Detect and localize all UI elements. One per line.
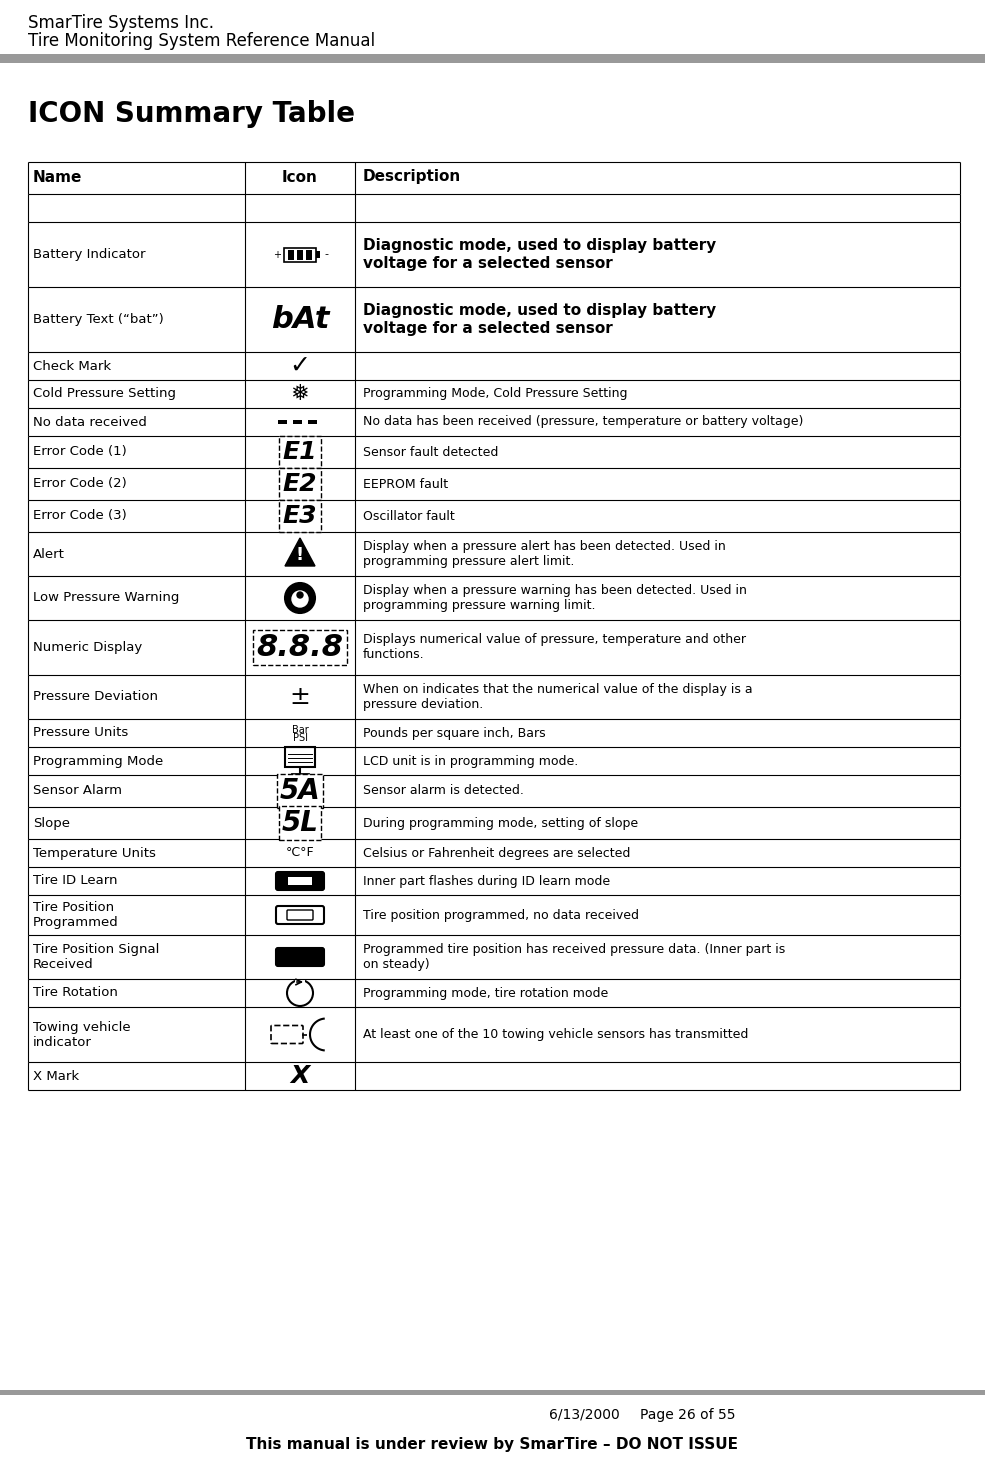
Text: ❅: ❅: [291, 384, 309, 403]
Text: 6/13/2000: 6/13/2000: [550, 1408, 620, 1422]
Text: Display when a pressure alert has been detected. Used in
programming pressure al: Display when a pressure alert has been d…: [363, 540, 726, 568]
Text: Diagnostic mode, used to display battery
voltage for a selected sensor: Diagnostic mode, used to display battery…: [363, 238, 716, 271]
Bar: [295, 977, 305, 984]
Bar: [288, 249, 294, 260]
Circle shape: [285, 582, 315, 613]
Text: E1: E1: [283, 440, 317, 464]
Text: Pounds per square inch, Bars: Pounds per square inch, Bars: [363, 726, 546, 739]
Text: Battery Indicator: Battery Indicator: [33, 248, 146, 261]
Text: EEPROM fault: EEPROM fault: [363, 477, 448, 490]
Text: -: -: [324, 249, 328, 260]
Text: Numeric Display: Numeric Display: [33, 641, 142, 654]
Text: Error Code (1): Error Code (1): [33, 446, 127, 459]
Text: Check Mark: Check Mark: [33, 359, 111, 373]
Text: ✓: ✓: [290, 354, 310, 378]
Text: Alert: Alert: [33, 547, 65, 560]
Text: E2: E2: [283, 472, 317, 496]
Text: E3: E3: [283, 505, 317, 528]
Text: Temperature Units: Temperature Units: [33, 846, 156, 860]
Text: Error Code (3): Error Code (3): [33, 509, 127, 522]
FancyBboxPatch shape: [287, 952, 313, 962]
Text: Sensor alarm is detected.: Sensor alarm is detected.: [363, 785, 524, 798]
Text: Tire ID Learn: Tire ID Learn: [33, 874, 117, 888]
Text: Displays numerical value of pressure, temperature and other
functions.: Displays numerical value of pressure, te…: [363, 634, 746, 662]
Text: No data received: No data received: [33, 415, 147, 428]
Circle shape: [297, 593, 303, 599]
FancyBboxPatch shape: [276, 871, 324, 890]
Text: Error Code (2): Error Code (2): [33, 477, 127, 490]
Bar: [306, 249, 312, 260]
Text: ±: ±: [290, 685, 310, 709]
Text: Name: Name: [33, 170, 83, 185]
Text: Tire Position
Programmed: Tire Position Programmed: [33, 901, 119, 929]
Text: Pressure Deviation: Pressure Deviation: [33, 691, 158, 704]
Bar: [0, 54, 985, 63]
Text: Icon: Icon: [282, 170, 318, 185]
Text: No data has been received (pressure, temperature or battery voltage): No data has been received (pressure, tem…: [363, 415, 804, 428]
Bar: [288, 877, 312, 885]
Text: Bar: Bar: [292, 725, 308, 735]
Text: Programming mode, tire rotation mode: Programming mode, tire rotation mode: [363, 986, 609, 999]
Text: X: X: [291, 1064, 309, 1089]
Bar: [308, 420, 317, 424]
FancyBboxPatch shape: [271, 1025, 303, 1043]
Text: Cold Pressure Setting: Cold Pressure Setting: [33, 387, 176, 400]
Bar: [316, 251, 320, 258]
Bar: [0, 1391, 985, 1395]
Text: 5L: 5L: [282, 808, 318, 838]
Text: During programming mode, setting of slope: During programming mode, setting of slop…: [363, 817, 638, 829]
Bar: [278, 420, 287, 424]
FancyBboxPatch shape: [276, 948, 324, 965]
Text: Pressure Units: Pressure Units: [33, 726, 128, 739]
Polygon shape: [285, 538, 315, 566]
Text: Sensor Alarm: Sensor Alarm: [33, 785, 122, 798]
Circle shape: [292, 591, 308, 607]
Text: Battery Text (“bat”): Battery Text (“bat”): [33, 312, 164, 326]
Text: Inner part flashes during ID learn mode: Inner part flashes during ID learn mode: [363, 874, 610, 888]
Text: !: !: [296, 546, 304, 563]
Text: bAt: bAt: [271, 305, 329, 334]
Text: Programming Mode, Cold Pressure Setting: Programming Mode, Cold Pressure Setting: [363, 387, 627, 400]
Text: Page 26 of 55: Page 26 of 55: [640, 1408, 736, 1422]
FancyBboxPatch shape: [276, 907, 324, 924]
Text: Programming Mode: Programming Mode: [33, 754, 164, 767]
Text: Slope: Slope: [33, 817, 70, 829]
Text: Sensor fault detected: Sensor fault detected: [363, 446, 498, 459]
Text: Diagnostic mode, used to display battery
voltage for a selected sensor: Diagnostic mode, used to display battery…: [363, 304, 716, 336]
Text: Tire Position Signal
Received: Tire Position Signal Received: [33, 943, 160, 971]
Bar: [284, 248, 316, 261]
Text: 5A: 5A: [280, 778, 320, 805]
Text: When on indicates that the numerical value of the display is a
pressure deviatio: When on indicates that the numerical val…: [363, 684, 753, 711]
Text: PSI: PSI: [293, 734, 307, 742]
Text: Tire Rotation: Tire Rotation: [33, 986, 118, 999]
Text: Towing vehicle
indicator: Towing vehicle indicator: [33, 1021, 131, 1049]
Text: 8.8.8: 8.8.8: [256, 632, 344, 662]
FancyBboxPatch shape: [287, 910, 313, 920]
Text: Celsius or Fahrenheit degrees are selected: Celsius or Fahrenheit degrees are select…: [363, 846, 630, 860]
Text: LCD unit is in programming mode.: LCD unit is in programming mode.: [363, 754, 578, 767]
Text: Tire Monitoring System Reference Manual: Tire Monitoring System Reference Manual: [28, 32, 375, 50]
Text: SmarTire Systems Inc.: SmarTire Systems Inc.: [28, 15, 214, 32]
Text: ICON Summary Table: ICON Summary Table: [28, 100, 355, 128]
Text: This manual is under review by SmarTire – DO NOT ISSUE: This manual is under review by SmarTire …: [246, 1438, 738, 1452]
Text: +: +: [273, 249, 281, 260]
Text: Display when a pressure warning has been detected. Used in
programming pressure : Display when a pressure warning has been…: [363, 584, 747, 612]
Text: Description: Description: [363, 170, 461, 185]
Text: X Mark: X Mark: [33, 1069, 79, 1083]
Bar: [297, 249, 303, 260]
Text: Low Pressure Warning: Low Pressure Warning: [33, 591, 179, 604]
Text: Oscillator fault: Oscillator fault: [363, 509, 455, 522]
Text: Programmed tire position has received pressure data. (Inner part is
on steady): Programmed tire position has received pr…: [363, 943, 785, 971]
Bar: [293, 420, 302, 424]
Text: Tire position programmed, no data received: Tire position programmed, no data receiv…: [363, 908, 639, 921]
Bar: [285, 747, 315, 767]
Text: °C°F: °C°F: [286, 846, 314, 860]
Text: At least one of the 10 towing vehicle sensors has transmitted: At least one of the 10 towing vehicle se…: [363, 1028, 749, 1042]
